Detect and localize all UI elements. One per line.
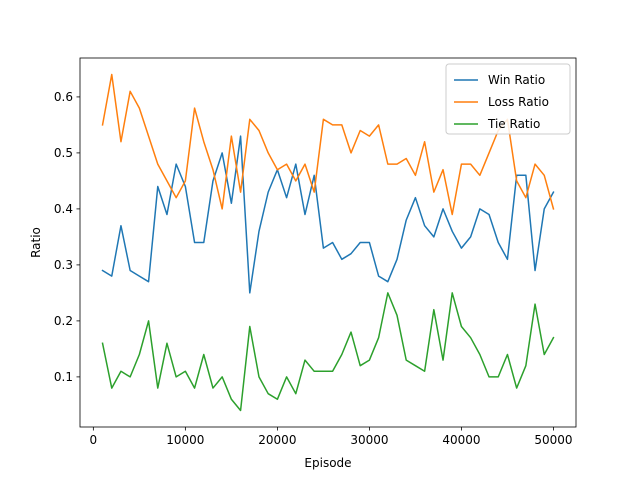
y-tick-label: 0.2 xyxy=(54,314,73,328)
y-tick-label: 0.3 xyxy=(54,258,73,272)
ticks-layer: 0 10000 20000 30000 40000 50000 0.1 0.2 0.3 0.4 0.… xyxy=(54,90,573,447)
legend-box xyxy=(445,63,571,135)
y-tick-label: 0.4 xyxy=(54,202,73,216)
series-line-tie-ratio xyxy=(101,292,555,412)
y-tick-label: 0.1 xyxy=(54,370,73,384)
series-layer xyxy=(101,73,555,412)
legend-label: Loss Ratio xyxy=(488,95,549,109)
x-tick-label: 0 xyxy=(90,433,98,447)
legend-label: Tie Ratio xyxy=(487,117,540,131)
legend: Win Ratio Loss Ratio Tie Ratio xyxy=(445,63,571,135)
x-tick-label: 40000 xyxy=(442,433,480,447)
series-line-loss-ratio xyxy=(101,73,555,216)
y-tick-label: 0.5 xyxy=(54,146,73,160)
legend-label: Win Ratio xyxy=(488,73,545,87)
plot-frame xyxy=(79,57,577,428)
y-tick-label: 0.6 xyxy=(54,90,73,104)
series-line-win-ratio xyxy=(101,135,555,294)
x-axis-label: Episode xyxy=(304,456,351,470)
x-tick-label: 50000 xyxy=(534,433,572,447)
x-tick-label: 30000 xyxy=(350,433,388,447)
x-tick-label: 20000 xyxy=(258,433,296,447)
x-tick-label: 10000 xyxy=(166,433,204,447)
y-axis-label: Ratio xyxy=(29,227,43,258)
